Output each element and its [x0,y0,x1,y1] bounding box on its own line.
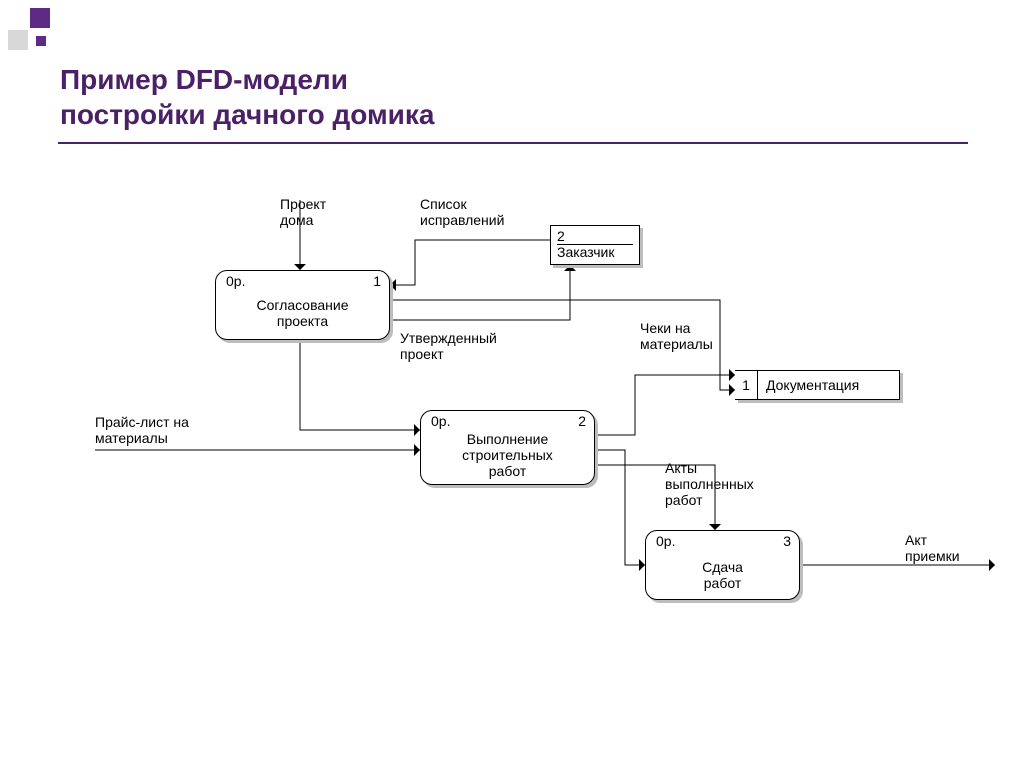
external-label: Заказчик [557,244,615,260]
process-2-construction: 0р. 2 Выполнение строительных работ [420,410,595,485]
flow-label-acts-done: Акты выполненных работ [665,460,754,508]
process-id: 2 [578,413,586,429]
process-id: 3 [783,533,791,549]
flow-label-receipts: Чеки на материалы [640,320,713,352]
datastore-id: 1 [735,371,758,399]
process-1-agreement: 0р. 1 Согласование проекта [215,270,390,340]
dfd-diagram: 0р. 1 Согласование проекта 0р. 2 Выполне… [0,170,1024,730]
flow-label-project-house: Проект дома [280,196,326,228]
process-id: 1 [373,273,381,289]
process-label: Выполнение строительных работ [421,431,594,479]
flow-label-corrections: Список исправлений [420,196,504,228]
process-3-handover: 0р. 3 Сдача работ [645,530,800,600]
title-line-2: постройки дачного домика [60,99,434,130]
flow-label-approved-project: Утвержденный проект [400,330,497,362]
external-customer: 2 Заказчик [550,225,640,265]
slide-title: Пример DFD-модели постройки дачного доми… [60,62,434,132]
external-id: 2 [557,228,633,245]
flow-label-acceptance: Акт приемки [905,532,960,564]
process-label: Сдача работ [646,559,799,591]
process-cost: 0р. [656,533,675,549]
process-cost: 0р. [226,273,245,289]
title-underline [58,142,968,144]
flow-label-pricelist: Прайс-лист на материалы [95,414,189,446]
process-cost: 0р. [431,413,450,429]
process-label: Согласование проекта [216,297,389,329]
datastore-documentation: 1 Документация [735,370,900,400]
datastore-label: Документация [758,377,859,393]
title-line-1: Пример DFD-модели [60,64,348,95]
